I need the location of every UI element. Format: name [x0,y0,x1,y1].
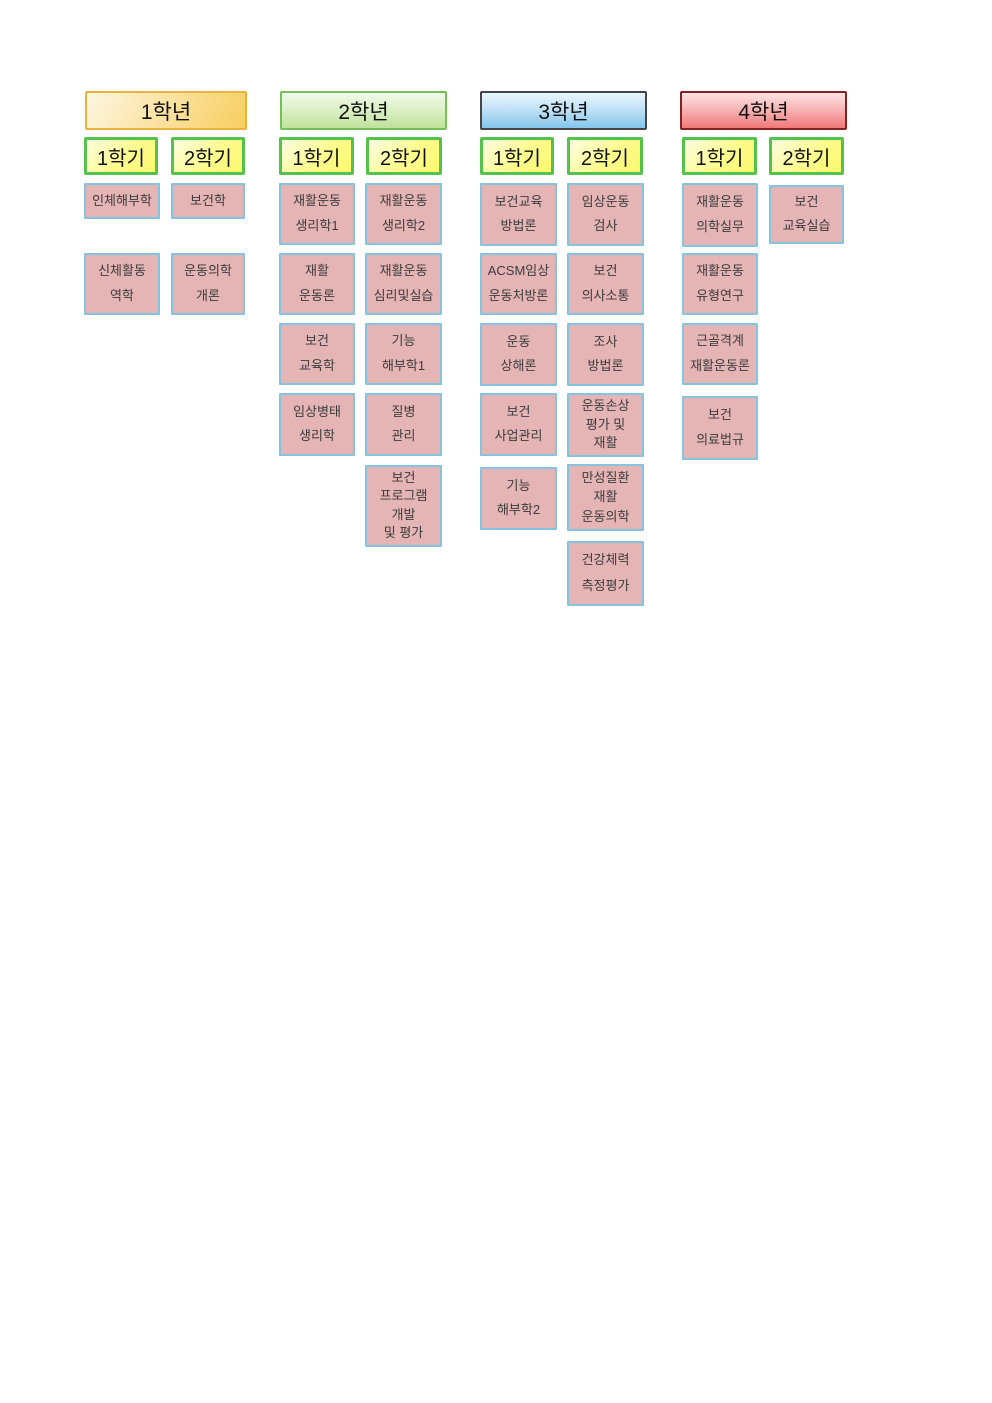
course-box: 재활운동 심리및실습 [365,253,442,315]
year-2-semester-1: 1학기 [279,137,354,175]
course-box: 보건 프로그램 개발 및 평가 [365,465,442,547]
year-3-semester-2: 2학기 [567,137,643,175]
course-box: 기능 해부학2 [480,467,557,530]
course-box: 조사 방법론 [567,323,644,386]
year-1-header: 1학년 [85,91,247,130]
course-box: 재활운동 생리학1 [279,183,355,245]
course-box: 보건 교육실습 [769,185,844,244]
course-box: 보건학 [171,183,245,219]
year-4-semester-2: 2학기 [769,137,844,175]
course-box: 보건 교육학 [279,323,355,385]
course-box: 기능 해부학1 [365,323,442,385]
course-box: 재활운동 유형연구 [682,253,758,315]
course-box: 재활 운동론 [279,253,355,315]
course-box: 임상운동 검사 [567,183,644,246]
course-box: 재활운동 생리학2 [365,183,442,245]
year-2-header: 2학년 [280,91,447,130]
course-box: 근골격계 재활운동론 [682,323,758,385]
course-box: 보건교육 방법론 [480,183,557,246]
year-1-semester-2: 2학기 [171,137,245,175]
course-box: 운동손상 평가 및 재활 [567,393,644,457]
course-box: 재활운동 의학실무 [682,183,758,247]
course-box: 보건 사업관리 [480,393,557,456]
course-box: 인체해부학 [84,183,160,219]
year-3-header: 3학년 [480,91,647,130]
year-4-semester-1: 1학기 [682,137,757,175]
course-box: 운동의학 개론 [171,253,245,315]
course-box: 만성질환 재활 운동의학 [567,464,644,531]
year-3-semester-1: 1학기 [480,137,554,175]
course-box: 신체활동 역학 [84,253,160,315]
course-box: ACSM임상 운동처방론 [480,253,557,315]
course-box: 임상병태 생리학 [279,393,355,456]
course-box: 운동 상해론 [480,323,557,386]
year-4-header: 4학년 [680,91,847,130]
year-1-semester-1: 1학기 [84,137,158,175]
course-box: 건강체력 측정평가 [567,541,644,606]
course-box: 보건 의료법규 [682,396,758,460]
course-box: 질병 관리 [365,393,442,456]
course-box: 보건 의사소통 [567,253,644,315]
year-2-semester-2: 2학기 [366,137,442,175]
